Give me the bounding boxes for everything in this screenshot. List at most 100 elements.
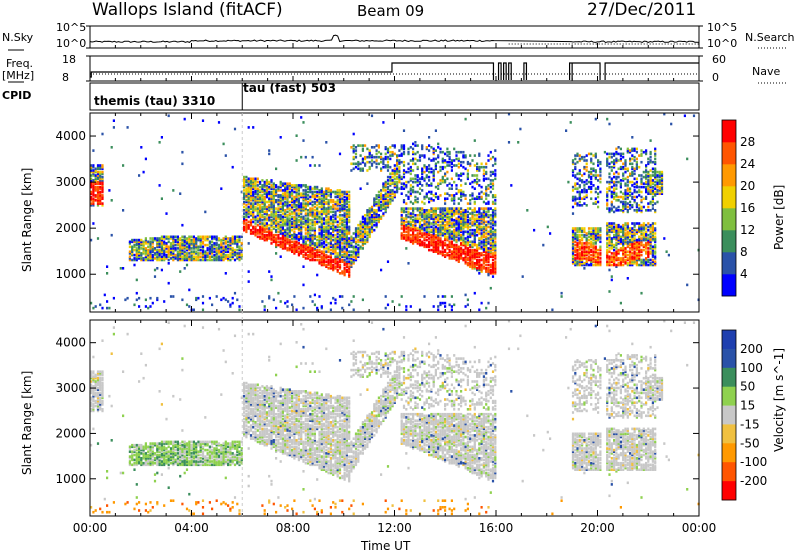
power-cell [407,227,410,230]
power-cell [396,177,399,181]
power-cell [414,240,417,244]
power-cell [295,209,298,212]
power-cell [281,247,284,250]
power-cell [313,247,316,250]
power-cell [434,250,437,253]
power-cell [343,225,346,229]
power-cell [307,245,310,249]
power-cell [320,232,323,235]
power-cell [243,175,246,179]
power-cell [343,262,346,265]
power-cell [471,215,474,219]
power-cell [320,235,323,239]
power-cell [243,215,246,219]
power-cell [594,152,597,156]
power-cell [473,267,476,270]
power-cell [231,248,234,252]
power-cell [341,217,344,220]
power-cell [320,260,323,263]
power-cell [341,199,344,202]
power-cell [409,214,412,217]
power-cell [389,179,392,182]
power-cell [254,225,257,229]
power-cell [179,250,182,253]
power-cell [377,190,380,194]
power-cell [263,237,266,240]
power-cell [398,179,401,182]
power-cell [494,260,497,263]
power-cell [318,199,321,202]
power-cell [583,195,586,199]
power-cell [489,245,492,249]
power-cell [92,165,95,169]
power-cell [281,197,284,200]
power-cell [603,150,606,154]
power-cell [384,205,387,209]
power-cell [576,228,579,232]
power-cell [485,225,488,229]
power-cell [268,296,271,300]
power-cell [334,200,337,204]
power-cell [574,233,577,237]
power-cell [414,195,417,199]
power-cell [313,215,316,219]
power-cell [297,205,300,209]
power-cell [448,210,451,214]
power-cell [409,187,412,190]
power-cell [348,268,351,272]
power-cell [279,189,282,192]
power-cell [133,238,136,242]
power-cell [382,200,385,204]
power-cell [485,232,488,235]
power-cell [199,240,202,244]
power-cell [156,255,159,258]
power-cell [585,189,588,192]
power-cell [279,200,282,204]
power-cell [199,235,202,239]
power-cell [229,258,232,262]
power-cell [473,262,476,265]
power-cell [140,255,143,258]
power-cell [343,212,346,215]
power-cell [174,240,177,244]
power-cell [140,257,143,260]
power-cell [489,255,492,258]
power-cell [469,225,472,229]
power-cell [485,252,488,255]
power-cell [482,165,485,169]
power-cell [110,233,113,237]
power-cell [460,207,463,210]
power-cell [398,180,401,184]
power-cell [183,117,186,121]
power-cell [489,227,492,230]
power-cell [610,255,613,258]
power-cell [272,225,275,229]
power-cell [348,255,351,258]
power-cell [197,235,200,239]
power-cell [409,159,412,162]
power-cell [300,247,303,250]
power-cell [450,194,453,197]
power-cell [610,228,613,232]
power-cell [211,243,214,247]
power-cell [464,262,467,265]
power-cell [373,214,376,217]
power-cell [204,238,207,242]
power-cell [464,225,467,229]
power-cell [487,202,490,205]
power-cell [286,202,289,205]
power-cell [302,215,305,219]
power-cell [400,210,403,214]
date-label: 27/Dec/2011 [587,0,697,20]
power-cell [270,215,273,219]
power-cell [434,164,437,167]
power-cell [311,218,314,222]
power-cell [300,233,303,237]
power-cell [252,225,255,229]
power-cell [416,180,419,184]
power-cell [320,243,323,247]
power-cell [204,210,207,214]
power-cell [421,214,424,217]
power-cell [208,296,211,300]
power-cell [354,247,358,250]
